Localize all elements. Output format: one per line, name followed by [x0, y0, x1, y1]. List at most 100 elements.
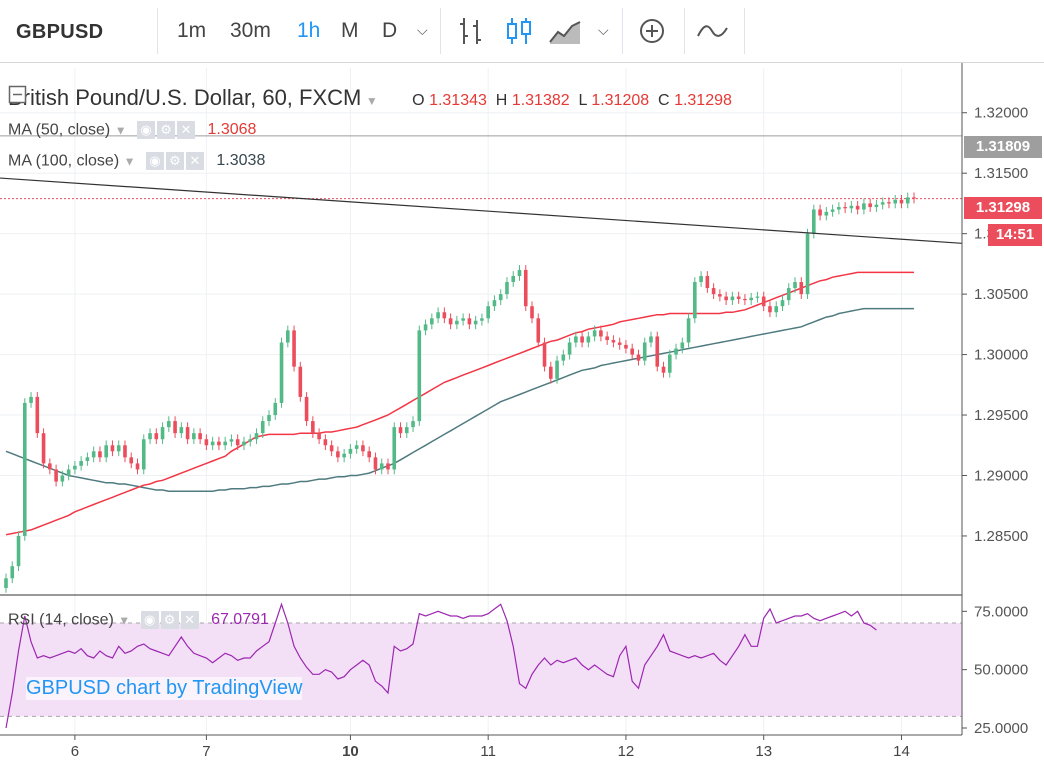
- candle-body: [361, 445, 365, 452]
- candle-body: [730, 296, 735, 301]
- bar-chart-icon[interactable]: [455, 14, 489, 48]
- toolbar-divider: [157, 8, 158, 54]
- timeframe-30m[interactable]: 30m: [230, 19, 271, 42]
- candle-body: [73, 465, 77, 470]
- candle-body: [66, 469, 71, 476]
- candles-group: [4, 192, 916, 593]
- candle-body: [655, 336, 660, 367]
- timeframe-1h[interactable]: 1h: [297, 19, 321, 42]
- symbol-search[interactable]: GBPUSD: [16, 21, 104, 43]
- timeframe-day[interactable]: D: [382, 19, 398, 42]
- price-tick-label: 1.31500: [974, 165, 1028, 182]
- candle-body: [154, 433, 159, 440]
- close-icon[interactable]: ✕: [185, 152, 204, 170]
- candle-body: [486, 306, 490, 319]
- candle-body: [448, 318, 453, 325]
- candle-body: [436, 312, 440, 319]
- candle-body: [843, 207, 847, 209]
- candle-body: [223, 441, 227, 446]
- candle-body: [480, 318, 484, 321]
- candle-body: [173, 421, 177, 434]
- candle-body: [774, 306, 779, 313]
- add-indicator-icon[interactable]: [636, 14, 670, 48]
- gear-icon[interactable]: ⚙: [165, 152, 184, 170]
- candle-body: [649, 336, 653, 343]
- candle-body: [104, 445, 108, 458]
- chart-canvas[interactable]: 1.285001.290001.295001.300001.305001.310…: [0, 63, 1044, 776]
- candle-body: [348, 448, 353, 454]
- candle-body: [724, 296, 728, 301]
- candle-body: [511, 275, 516, 283]
- ma50-menu-icon[interactable]: ▼: [114, 123, 127, 138]
- candle-body: [812, 209, 816, 234]
- candle-body: [16, 535, 21, 567]
- candle-body: [367, 451, 371, 458]
- timeframe-month[interactable]: M: [341, 19, 359, 42]
- candle-body: [680, 342, 685, 349]
- candle-body: [411, 421, 415, 428]
- candle-body: [442, 312, 447, 319]
- time-tick-label: 6: [71, 743, 79, 760]
- watermark: GBPUSD chart by TradingView: [26, 677, 303, 700]
- candle-body: [167, 421, 171, 428]
- candle-body: [555, 360, 559, 379]
- eye-icon[interactable]: ◉: [140, 611, 159, 629]
- rsi-menu-icon[interactable]: ▼: [118, 613, 131, 628]
- toolbar-divider: [744, 8, 745, 54]
- candle-body: [91, 451, 96, 458]
- chart-area[interactable]: 1.285001.290001.295001.300001.305001.310…: [0, 63, 1044, 776]
- collapse-legend-icon[interactable]: [8, 85, 28, 105]
- candle-body: [799, 282, 804, 295]
- chart-type-dropdown-icon[interactable]: ⌵: [598, 22, 609, 38]
- time-tick-label: 10: [342, 743, 359, 760]
- close-icon[interactable]: ✕: [180, 611, 199, 629]
- candle-body: [755, 296, 760, 298]
- close-icon[interactable]: ✕: [177, 121, 196, 139]
- candle-body: [192, 433, 196, 440]
- compare-icon[interactable]: [696, 14, 730, 48]
- gear-icon[interactable]: ⚙: [157, 121, 176, 139]
- candle-body: [818, 209, 822, 216]
- candle-body: [423, 324, 428, 331]
- time-tick-label: 14: [893, 743, 910, 760]
- area-chart-icon[interactable]: [548, 14, 582, 48]
- ohlc-values: O 1.31343 H 1.31382 L 1.31208 C 1.31298: [412, 92, 732, 109]
- timeframe-1m[interactable]: 1m: [177, 19, 207, 42]
- candle-body: [711, 288, 716, 295]
- candle-body: [29, 396, 33, 403]
- candle-body: [4, 578, 8, 588]
- timeframe-dropdown-icon[interactable]: ⌵: [417, 22, 428, 38]
- ma50-value: 1.3068: [207, 121, 257, 139]
- candle-body: [780, 300, 785, 307]
- candle-body: [693, 282, 697, 319]
- candle-body: [204, 439, 209, 446]
- eye-icon[interactable]: ◉: [137, 121, 156, 139]
- candle-body: [198, 433, 202, 440]
- candle-body: [542, 342, 547, 367]
- rsi-value: 67.0791: [211, 611, 269, 629]
- series-menu-icon[interactable]: ▼: [365, 94, 378, 108]
- candle-body: [467, 318, 472, 325]
- candle-body: [379, 463, 384, 470]
- candle-body: [699, 275, 703, 283]
- candle-body: [705, 275, 710, 289]
- candle-body: [311, 421, 315, 434]
- candle-body: [217, 441, 221, 446]
- candle-body: [837, 207, 841, 210]
- rsi-line: [5, 602, 877, 729]
- candle-body: [235, 439, 240, 446]
- candlestick-icon[interactable]: [502, 14, 536, 48]
- price-tick-label: 1.30000: [974, 347, 1028, 364]
- candle-body: [404, 427, 409, 434]
- gear-icon[interactable]: ⚙: [160, 611, 179, 629]
- candle-body: [824, 211, 829, 216]
- candle-body: [661, 366, 666, 373]
- candle-body: [899, 199, 904, 204]
- horizontal-line-price-label: 1.31809: [964, 136, 1042, 158]
- eye-icon[interactable]: ◉: [145, 152, 164, 170]
- ma100-menu-icon[interactable]: ▼: [123, 154, 136, 169]
- candle-body: [79, 460, 83, 466]
- candle-body: [85, 457, 90, 461]
- candle-body: [630, 348, 635, 355]
- candle-body: [342, 453, 346, 458]
